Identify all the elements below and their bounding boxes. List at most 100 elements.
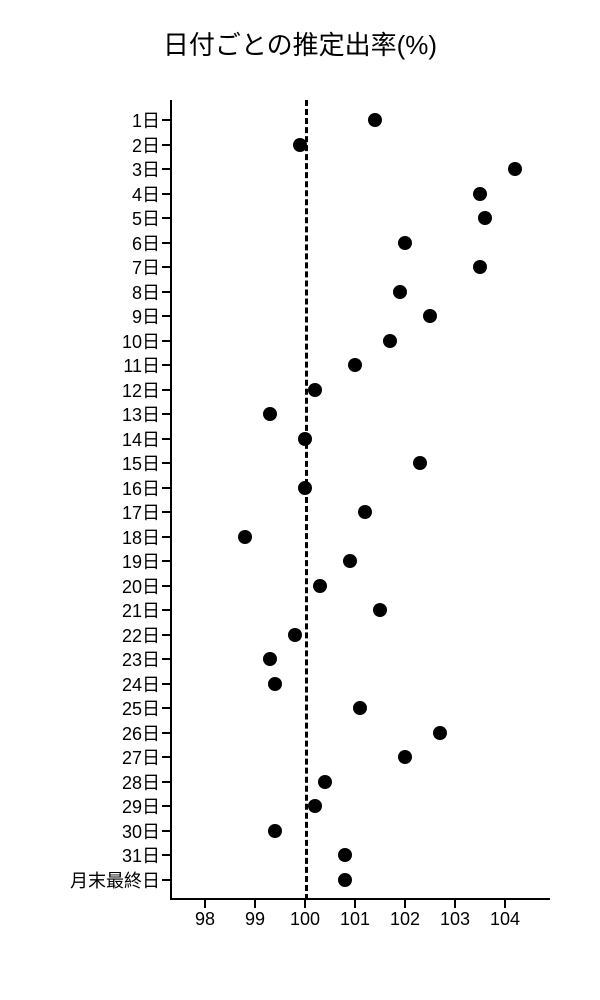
x-tick — [404, 900, 406, 908]
x-axis-label: 101 — [340, 909, 370, 930]
y-axis-label: 5日 — [132, 205, 160, 231]
x-tick — [504, 900, 506, 908]
y-axis-label: 9日 — [132, 303, 160, 329]
data-point — [473, 187, 487, 201]
y-axis-label: 27日 — [122, 744, 160, 770]
y-tick — [162, 854, 170, 856]
x-tick — [304, 900, 306, 908]
y-tick — [162, 168, 170, 170]
chart-title: 日付ごとの推定出率(%) — [0, 25, 600, 62]
y-axis-label: 6日 — [132, 230, 160, 256]
y-axis-label: 19日 — [122, 548, 160, 574]
data-point — [383, 334, 397, 348]
data-point — [413, 456, 427, 470]
y-axis-label: 29日 — [122, 793, 160, 819]
data-point — [398, 236, 412, 250]
y-axis-label: 2日 — [132, 132, 160, 158]
y-tick — [162, 536, 170, 538]
y-tick — [162, 756, 170, 758]
y-tick — [162, 879, 170, 881]
y-tick — [162, 732, 170, 734]
data-point — [368, 113, 382, 127]
x-axis-label: 100 — [290, 909, 320, 930]
data-point — [308, 799, 322, 813]
data-point — [358, 505, 372, 519]
y-tick — [162, 389, 170, 391]
y-axis-label: 4日 — [132, 181, 160, 207]
data-point — [263, 652, 277, 666]
data-point — [343, 554, 357, 568]
data-point — [398, 750, 412, 764]
y-tick — [162, 683, 170, 685]
data-point — [298, 481, 312, 495]
y-tick — [162, 487, 170, 489]
y-tick — [162, 830, 170, 832]
y-axis-label: 11日 — [123, 352, 160, 378]
x-tick — [454, 900, 456, 908]
y-axis-label: 13日 — [122, 401, 160, 427]
data-point — [508, 162, 522, 176]
data-point — [338, 873, 352, 887]
y-tick — [162, 193, 170, 195]
data-point — [473, 260, 487, 274]
y-tick — [162, 609, 170, 611]
y-axis-label: 15日 — [122, 450, 160, 476]
y-axis-line — [170, 100, 172, 900]
data-point — [348, 358, 362, 372]
x-axis-label: 104 — [490, 909, 520, 930]
y-axis-label: 17日 — [122, 499, 160, 525]
x-axis-label: 102 — [390, 909, 420, 930]
data-point — [268, 824, 282, 838]
y-axis-label: 23日 — [122, 646, 160, 672]
y-tick — [162, 315, 170, 317]
y-tick — [162, 462, 170, 464]
y-tick — [162, 438, 170, 440]
plot-area: 1日2日3日4日5日6日7日8日9日10日11日12日13日14日15日16日1… — [170, 100, 550, 900]
y-tick — [162, 585, 170, 587]
x-axis-label: 103 — [440, 909, 470, 930]
data-point — [478, 211, 492, 225]
y-tick — [162, 217, 170, 219]
y-axis-label: 8日 — [132, 279, 160, 305]
y-axis-label: 30日 — [122, 818, 160, 844]
y-axis-label: 1日 — [132, 107, 160, 133]
x-tick — [254, 900, 256, 908]
data-point — [393, 285, 407, 299]
data-point — [293, 138, 307, 152]
y-axis-label: 14日 — [122, 426, 160, 452]
x-axis-label: 98 — [195, 909, 215, 930]
x-axis-label: 99 — [245, 909, 265, 930]
y-tick — [162, 266, 170, 268]
y-axis-label: 25日 — [122, 695, 160, 721]
y-axis-label: 31日 — [122, 842, 160, 868]
y-axis-label: 22日 — [122, 622, 160, 648]
y-axis-label: 20日 — [122, 573, 160, 599]
data-point — [238, 530, 252, 544]
y-axis-label: 月末最終日 — [70, 867, 160, 893]
y-axis-label: 21日 — [122, 597, 160, 623]
data-point — [338, 848, 352, 862]
y-axis-label: 16日 — [122, 475, 160, 501]
y-tick — [162, 658, 170, 660]
x-tick — [204, 900, 206, 908]
y-axis-label: 24日 — [122, 671, 160, 697]
chart-container: 日付ごとの推定出率(%) 1日2日3日4日5日6日7日8日9日10日11日12日… — [0, 0, 600, 1000]
y-tick — [162, 340, 170, 342]
y-tick — [162, 560, 170, 562]
x-axis-line — [170, 898, 550, 900]
y-tick — [162, 242, 170, 244]
data-point — [373, 603, 387, 617]
data-point — [288, 628, 302, 642]
y-tick — [162, 707, 170, 709]
y-tick — [162, 413, 170, 415]
y-axis-label: 26日 — [122, 720, 160, 746]
data-point — [313, 579, 327, 593]
y-axis-label: 7日 — [132, 254, 160, 280]
y-axis-label: 10日 — [122, 328, 160, 354]
data-point — [263, 407, 277, 421]
y-tick — [162, 119, 170, 121]
data-point — [298, 432, 312, 446]
data-point — [308, 383, 322, 397]
data-point — [268, 677, 282, 691]
y-tick — [162, 805, 170, 807]
